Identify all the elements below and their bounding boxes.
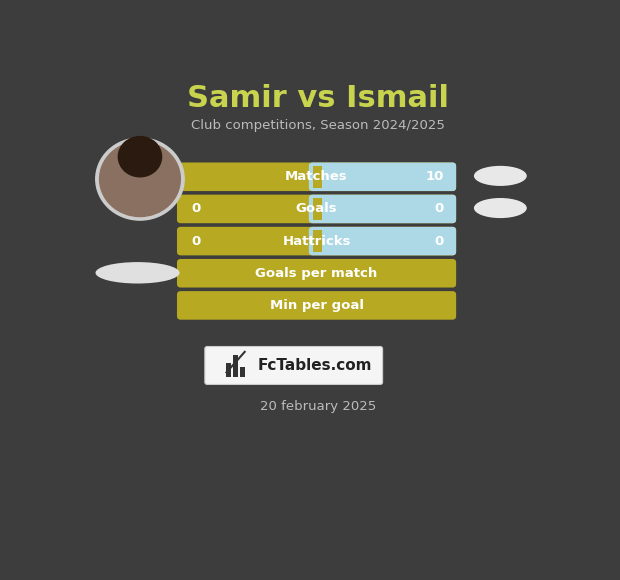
FancyBboxPatch shape xyxy=(177,259,456,288)
FancyBboxPatch shape xyxy=(177,291,456,320)
FancyBboxPatch shape xyxy=(309,162,456,191)
Bar xyxy=(312,166,322,187)
Text: Samir vs Ismail: Samir vs Ismail xyxy=(187,84,449,113)
Text: 0: 0 xyxy=(192,202,201,215)
Ellipse shape xyxy=(474,166,527,186)
Text: 0: 0 xyxy=(435,202,444,215)
FancyBboxPatch shape xyxy=(205,346,383,385)
FancyBboxPatch shape xyxy=(177,162,456,191)
Text: Goals: Goals xyxy=(296,202,337,215)
Text: 20 february 2025: 20 february 2025 xyxy=(260,400,376,414)
Bar xyxy=(240,367,245,377)
Bar xyxy=(312,198,322,220)
Text: FcTables.com: FcTables.com xyxy=(257,358,372,373)
Circle shape xyxy=(95,138,184,220)
FancyBboxPatch shape xyxy=(177,227,456,255)
Ellipse shape xyxy=(474,198,527,218)
Circle shape xyxy=(100,142,180,216)
FancyBboxPatch shape xyxy=(309,195,456,223)
Text: 0: 0 xyxy=(435,234,444,248)
Ellipse shape xyxy=(95,262,180,284)
FancyBboxPatch shape xyxy=(309,227,456,255)
Circle shape xyxy=(118,137,162,177)
Text: Matches: Matches xyxy=(285,171,348,183)
Text: Club competitions, Season 2024/2025: Club competitions, Season 2024/2025 xyxy=(191,119,445,132)
Text: 0: 0 xyxy=(192,234,201,248)
FancyBboxPatch shape xyxy=(177,195,456,223)
Text: 10: 10 xyxy=(425,171,444,183)
Text: Goals per match: Goals per match xyxy=(255,267,378,280)
Bar xyxy=(226,362,231,377)
Text: Min per goal: Min per goal xyxy=(270,299,363,312)
Bar xyxy=(233,354,238,377)
Bar xyxy=(312,230,322,252)
Text: Hattricks: Hattricks xyxy=(282,234,351,248)
